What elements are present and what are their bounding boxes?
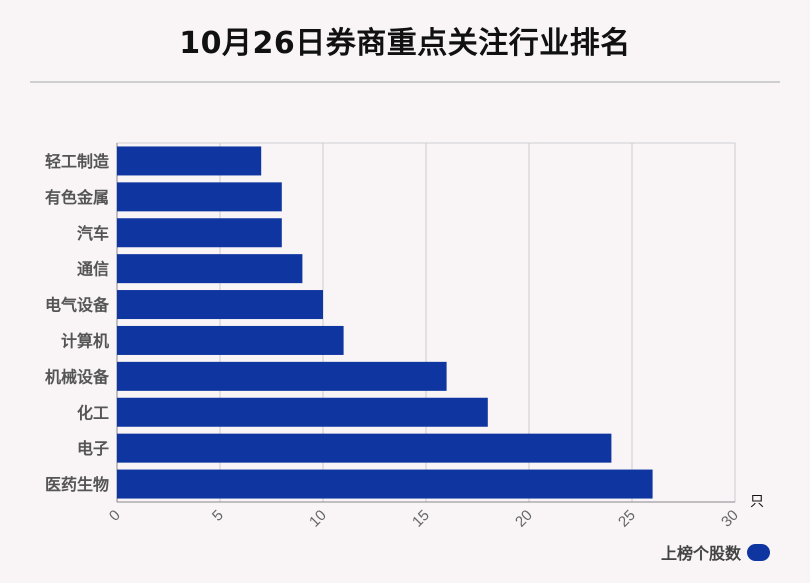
bar <box>117 254 303 284</box>
bar <box>117 182 282 212</box>
category-label: 汽车 <box>77 224 109 243</box>
legend-label: 上榜个股数 <box>660 544 741 563</box>
chart-title: 10月26日券商重点关注行业排名 <box>179 26 631 61</box>
x-tick-label: 15 <box>409 507 433 531</box>
bar <box>117 218 282 248</box>
category-label: 医药生物 <box>45 475 109 494</box>
bar <box>117 469 653 499</box>
category-label: 计算机 <box>61 331 109 350</box>
x-tick-label: 0 <box>106 507 124 525</box>
bar <box>117 397 488 427</box>
category-label: 轻工制造 <box>45 152 110 171</box>
x-tick-label: 5 <box>209 507 227 525</box>
x-tick-label: 30 <box>718 507 742 531</box>
category-label: 电子 <box>77 439 109 458</box>
legend-swatch[interactable] <box>747 543 770 561</box>
bar <box>117 290 323 320</box>
category-label: 有色金属 <box>45 188 109 207</box>
x-tick-label: 10 <box>306 507 330 531</box>
bar <box>117 146 262 176</box>
bar <box>117 361 447 391</box>
x-unit-label: 只 <box>750 494 764 510</box>
legend: 上榜个股数 <box>661 540 770 564</box>
bar <box>117 433 612 463</box>
category-label: 化工 <box>77 403 109 422</box>
category-label: 机械设备 <box>45 367 110 386</box>
category-label: 电气设备 <box>45 296 110 315</box>
title-divider <box>30 81 780 83</box>
x-tick-label: 25 <box>615 507 639 531</box>
x-tick-label: 20 <box>512 507 536 531</box>
bar <box>117 325 344 355</box>
category-label: 通信 <box>77 260 109 279</box>
